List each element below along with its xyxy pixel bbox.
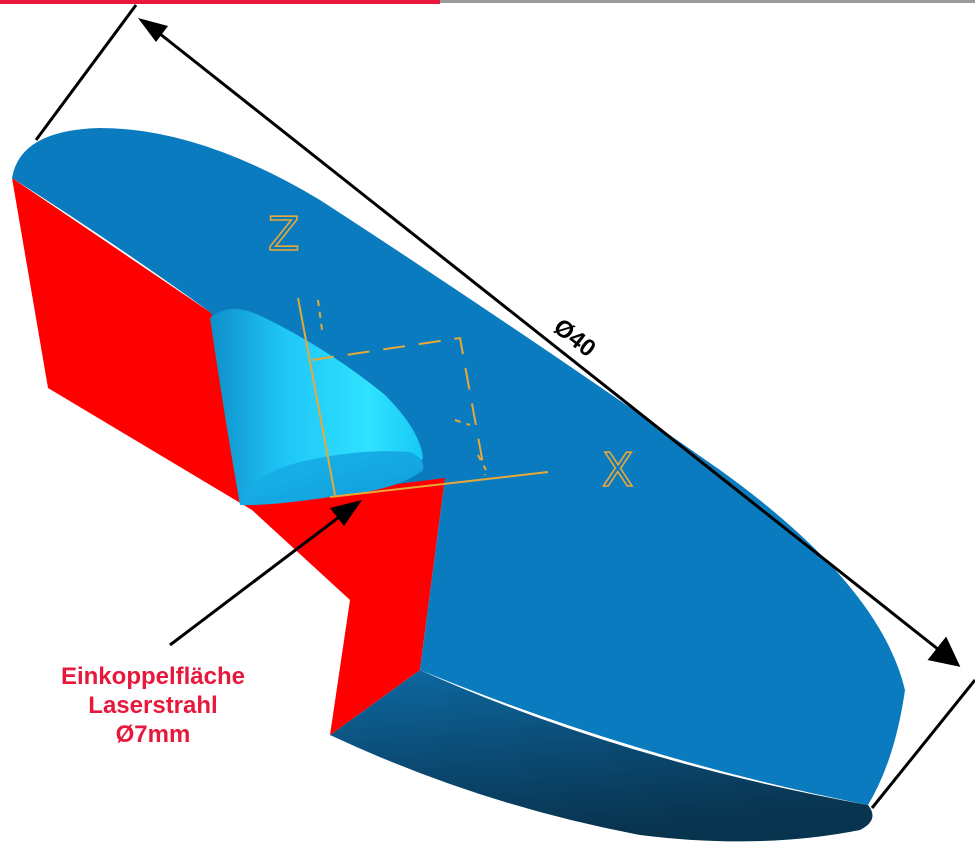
dimension-label: Ø40 <box>548 313 600 362</box>
header-bar-red <box>0 0 440 4</box>
callout-line-3: Ø7mm <box>115 721 191 748</box>
axis-dashed-inner <box>317 299 487 471</box>
dimension-arrow-start <box>138 18 168 42</box>
axis-label-z: Z <box>268 207 300 261</box>
z-axis-line <box>297 297 336 496</box>
header-bar-gray <box>440 0 975 3</box>
disk-side-face <box>330 670 873 842</box>
dimension-extension-left <box>34 4 138 141</box>
callout-line-1: Einkoppelfläche <box>60 663 246 690</box>
callout-arrow-head <box>330 500 362 526</box>
dimension-extension-right <box>870 679 975 809</box>
cut-face-left <box>12 178 445 735</box>
callout-label: Einkoppelfläche Laserstrahl Ø7mm <box>8 662 298 749</box>
disk-top-face <box>12 128 905 805</box>
coordinate-axes <box>297 297 549 498</box>
callout-leader <box>169 503 356 647</box>
dimension-line <box>149 24 961 667</box>
axis-dashed-box <box>311 336 486 476</box>
x-axis-line <box>329 471 549 498</box>
callout-line-2: Laserstrahl <box>88 692 218 719</box>
axis-label-x: X <box>602 443 634 497</box>
